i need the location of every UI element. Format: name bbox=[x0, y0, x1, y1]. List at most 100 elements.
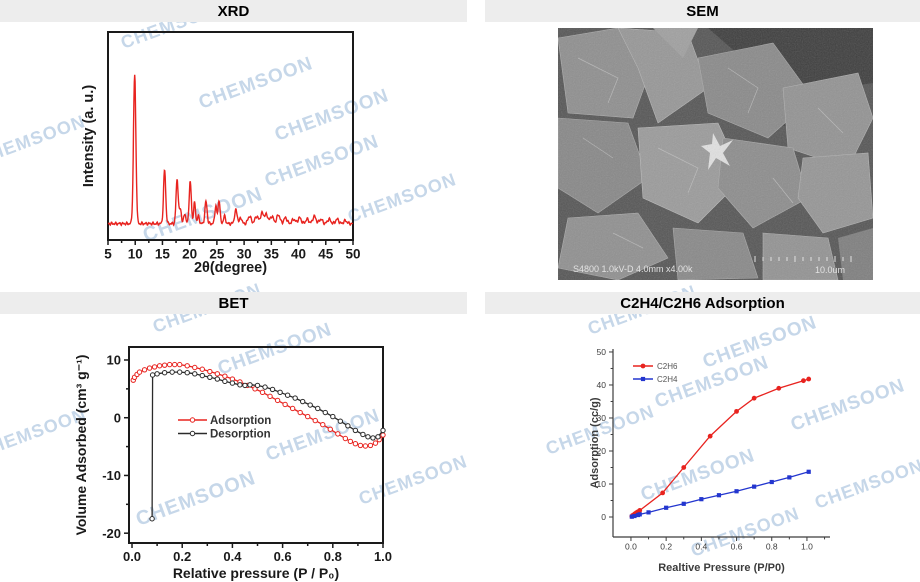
data-point bbox=[629, 514, 634, 519]
xrd-pattern-curve bbox=[107, 74, 354, 227]
x-tick-label: 10 bbox=[128, 247, 143, 262]
x-tick-label: 0.2 bbox=[660, 542, 672, 552]
panel-header-c2h4-c2h6: C2H4/C2H6 Adsorption bbox=[485, 292, 920, 314]
data-point bbox=[681, 465, 687, 470]
x-tick-label: 0.8 bbox=[766, 542, 778, 552]
x-tick-label: 1.0 bbox=[801, 542, 813, 552]
data-point bbox=[299, 398, 306, 405]
data-point bbox=[214, 376, 221, 382]
x-tick-label: 1.0 bbox=[374, 549, 392, 564]
data-point bbox=[259, 389, 266, 396]
data-point bbox=[184, 369, 190, 376]
data-point bbox=[312, 417, 318, 424]
data-point bbox=[222, 378, 228, 385]
bet-legend: Adsorption Desorption bbox=[178, 415, 271, 441]
x-tick-label: 0.0 bbox=[123, 549, 141, 564]
data-point bbox=[752, 484, 757, 489]
data-point bbox=[149, 372, 156, 378]
data-point bbox=[237, 382, 243, 388]
y-tick-label: 50 bbox=[597, 347, 607, 357]
data-point bbox=[681, 501, 686, 506]
data-point bbox=[632, 513, 637, 519]
data-point bbox=[305, 413, 311, 420]
data-point bbox=[360, 431, 366, 438]
data-point bbox=[322, 409, 328, 416]
data-point bbox=[707, 433, 713, 439]
c2-y-axis-label: Adsorption (cc/g) bbox=[589, 397, 601, 488]
panel-title-bet: BET bbox=[218, 294, 249, 312]
xrd-chart: 5 10 15 20 25 30 35 40 45 50 2θ(degree) Intensity (… bbox=[81, 31, 361, 276]
sem-micrograph-svg: S4800 1.0kV-D 4.0mm x4.00k 10.0um bbox=[557, 27, 874, 281]
c2h4-c2h6-chart: 0.0 0.2 0.4 0.6 0.8 1.0 0 10 20 30 40 50 Realtive Pr… bbox=[589, 347, 830, 574]
data-point bbox=[289, 405, 296, 412]
bet-series-desorption bbox=[151, 371, 384, 519]
c2-legend: C2H6 C2H4 bbox=[633, 362, 678, 384]
data-point bbox=[176, 369, 183, 375]
data-point bbox=[335, 431, 341, 437]
panel-header-bet: BET bbox=[0, 292, 467, 314]
data-point bbox=[320, 421, 326, 428]
data-point bbox=[292, 395, 298, 401]
x-tick-label: 45 bbox=[318, 247, 334, 262]
y-tick-label: 30 bbox=[597, 413, 607, 423]
data-point bbox=[171, 361, 178, 368]
data-point bbox=[640, 363, 646, 369]
x-tick-label: 0.4 bbox=[695, 542, 707, 552]
data-point bbox=[734, 489, 739, 494]
legend-label: C2H4 bbox=[657, 375, 678, 384]
panel-header-sem: SEM bbox=[485, 0, 920, 22]
data-point bbox=[637, 507, 643, 513]
y-tick-label: 0 bbox=[114, 410, 121, 425]
data-point bbox=[380, 427, 386, 434]
x-tick-label: 25 bbox=[209, 247, 225, 262]
data-point bbox=[146, 365, 153, 371]
data-point bbox=[242, 382, 248, 389]
y-tick-label: -20 bbox=[102, 526, 121, 541]
bet-y-axis-label: Volume Adsorbed (cm³ g⁻¹) bbox=[73, 355, 89, 536]
data-point bbox=[716, 493, 722, 498]
data-point bbox=[136, 369, 143, 375]
data-point bbox=[166, 361, 173, 368]
panel-header-xrd: XRD bbox=[0, 0, 467, 22]
panel-title-c2h4-c2h6: C2H4/C2H6 Adsorption bbox=[620, 294, 785, 312]
data-point bbox=[274, 397, 281, 404]
y-tick-label: -10 bbox=[102, 468, 121, 483]
data-point bbox=[199, 372, 205, 379]
legend-label: Adsorption bbox=[210, 415, 271, 427]
data-point bbox=[315, 405, 321, 412]
data-point bbox=[176, 361, 183, 368]
xrd-y-axis-label: Intensity (a. u.) bbox=[81, 85, 97, 187]
data-point bbox=[151, 364, 158, 370]
data-point bbox=[342, 435, 349, 442]
data-point bbox=[380, 432, 386, 438]
data-point bbox=[769, 479, 774, 485]
data-point bbox=[806, 376, 812, 382]
data-point bbox=[192, 371, 198, 377]
x-tick-label: 0.2 bbox=[173, 549, 191, 564]
x-tick-label: 40 bbox=[291, 247, 306, 262]
data-point bbox=[269, 386, 276, 393]
data-point bbox=[375, 434, 381, 440]
data-point bbox=[229, 380, 236, 386]
data-point bbox=[254, 382, 261, 389]
bet-plot: 0.0 0.2 0.4 0.6 0.8 1.0 10 0 -10 -20 Relative pres… bbox=[73, 346, 392, 581]
data-point bbox=[345, 423, 351, 429]
data-point bbox=[776, 385, 782, 391]
y-tick-label: 0 bbox=[601, 512, 606, 522]
x-tick-label: 0.8 bbox=[324, 549, 342, 564]
c2-x-axis-label: Realtive Pressure (P/P0) bbox=[658, 562, 785, 574]
data-point bbox=[247, 382, 253, 388]
legend-label: C2H6 bbox=[657, 362, 678, 371]
data-point bbox=[664, 505, 669, 510]
sem-noise-texture bbox=[558, 28, 873, 280]
data-point bbox=[161, 362, 168, 368]
data-point bbox=[154, 371, 160, 377]
x-tick-label: 0.6 bbox=[731, 542, 743, 552]
data-point bbox=[699, 497, 704, 502]
data-point bbox=[282, 401, 288, 408]
data-point bbox=[801, 378, 806, 384]
data-point bbox=[365, 434, 371, 440]
sem-scale-text: 10.0um bbox=[815, 265, 845, 275]
data-point bbox=[347, 438, 354, 445]
